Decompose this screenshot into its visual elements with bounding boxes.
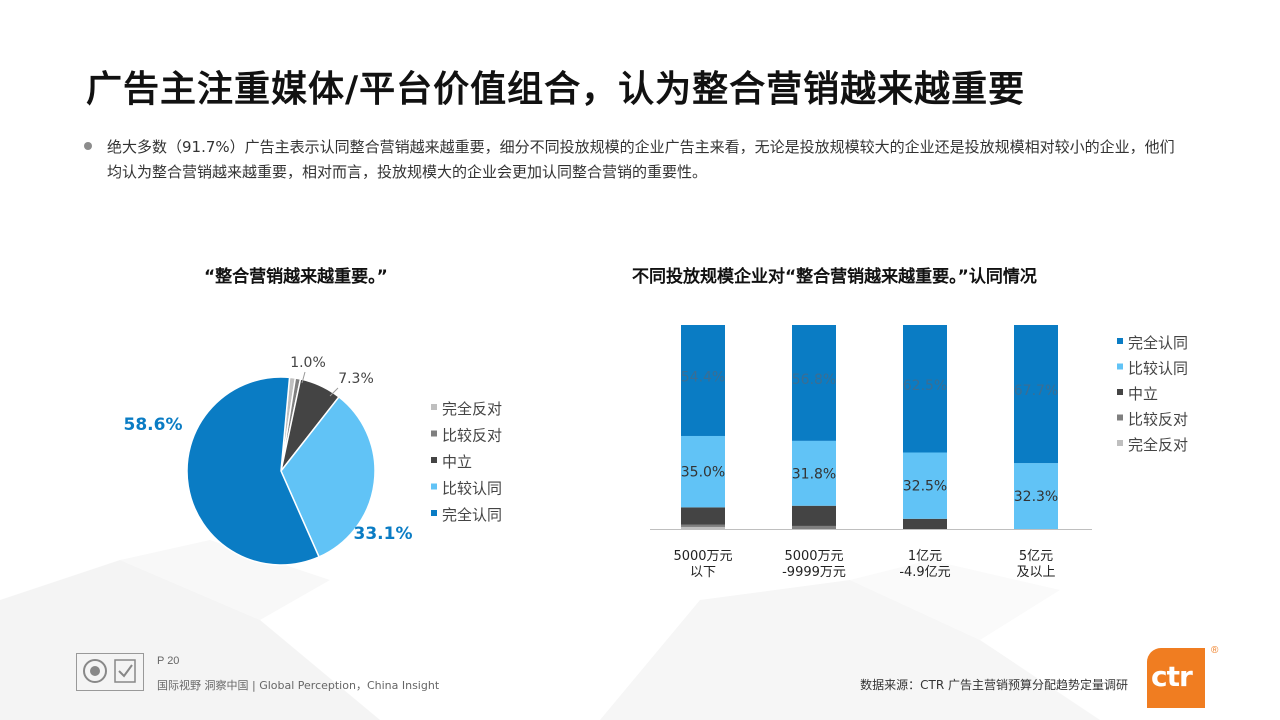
data-source: 数据来源：CTR 广告主营销预算分配趋势定量调研 — [860, 678, 1128, 692]
footer-slogan: 国际视野 洞察中国 | Global Perception，China Insi… — [157, 679, 440, 692]
ctr-logo-text: ctr — [1151, 660, 1193, 693]
registered-mark: ® — [1211, 645, 1219, 656]
page-description: 绝大多数（91.7%）广告主表示认同整合营销越来越重要，细分不同投放规模的企业广… — [107, 138, 1175, 181]
bullet-dot — [84, 142, 92, 150]
pie-chart-title: “整合营销越来越重要。” — [204, 267, 388, 287]
certification-logos — [76, 653, 144, 691]
bar-chart-title: 不同投放规模企业对“整合营销越来越重要。”认同情况 — [632, 267, 1037, 287]
page-number: P 20 — [157, 655, 180, 667]
page-title: 广告主注重媒体/平台价值组合，认为整合营销越来越重要 — [86, 69, 1026, 110]
ctr-logo — [1147, 648, 1205, 708]
